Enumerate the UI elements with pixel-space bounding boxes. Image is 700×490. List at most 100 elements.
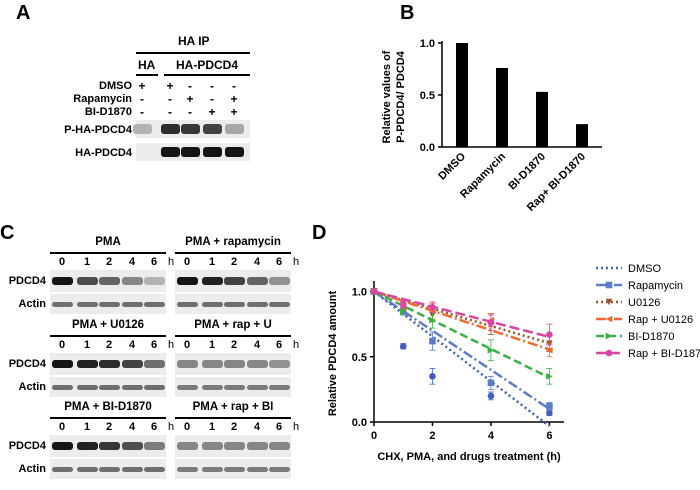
blot-pdcd4: [175, 435, 291, 457]
blot-band: [269, 360, 290, 368]
blot-band: [177, 442, 198, 450]
blot-band: [247, 360, 268, 368]
data-point: [429, 337, 436, 345]
treatment-sign: +: [186, 92, 194, 106]
blot-band: [269, 301, 290, 307]
blot-group-line: [50, 335, 166, 337]
group-label-ha: HA: [138, 58, 156, 72]
legend-marker: [605, 332, 613, 340]
data-point: [546, 373, 553, 380]
blot-row-label-pdcd4: PDCD4: [8, 275, 46, 287]
blot-actin: [50, 377, 166, 397]
blot-actin: [175, 377, 291, 397]
lane-hour-label: 1: [208, 256, 216, 268]
group-label-ha-pdcd4: HA-PDCD4: [176, 58, 239, 72]
blot-band: [181, 147, 200, 157]
ha-ip-title: HA IP: [178, 34, 210, 48]
bar-chart-p-pdcd4: Relative values of P-PDCD4/ PDCD4 0.0 0.5…: [381, 38, 602, 214]
fit-line: [373, 290, 551, 410]
hour-unit-label: h: [168, 339, 175, 351]
lane-hour-label: 2: [105, 339, 113, 351]
blot-band: [77, 277, 98, 285]
lane-hour-label: 6: [275, 256, 283, 268]
blot-band: [177, 466, 198, 472]
line-chart-xtick-label: 4: [488, 430, 495, 442]
bar-chart-ylabel-line2: P-PDCD4/ PDCD4: [395, 50, 407, 143]
blot-band: [99, 442, 120, 450]
blot-band: [247, 301, 268, 307]
data-point: [429, 316, 436, 324]
blot-pdcd4: [50, 353, 166, 375]
line-chart-xlabel: CHX, PMA, and drugs treatment (h): [377, 451, 561, 463]
lane-hour-label: 2: [105, 421, 113, 433]
panel-letter-a: A: [16, 2, 31, 24]
blot-band: [202, 466, 223, 472]
lane-hour-label: 0: [183, 256, 191, 268]
fit-line: [373, 290, 550, 339]
legend-entry: Rap + BI-D1870: [596, 348, 700, 360]
blot-group-title: PMA + rap + U: [194, 319, 272, 331]
data-point: [487, 379, 495, 387]
blot-band: [224, 360, 245, 368]
data-point: [487, 319, 495, 327]
hour-unit-label: h: [168, 421, 175, 433]
treatment-sign: -: [140, 92, 144, 106]
blot-actin: [175, 294, 291, 314]
data-point: [546, 403, 553, 410]
data-point: [370, 288, 378, 295]
legend-entry: Rap + U0126: [596, 314, 693, 326]
lane-hour-label: 1: [83, 339, 91, 351]
blot-label-p-ha-pdcd4: P-HA-PDCD4: [64, 124, 132, 136]
line-chart-xtick-label: 6: [546, 430, 552, 442]
legend-entry: DMSO: [596, 263, 661, 275]
treatment-sign: -: [188, 79, 192, 93]
series-bi-d1870: [370, 288, 553, 385]
blot-pdcd4: [175, 270, 291, 292]
blot-band: [269, 466, 290, 472]
blot-actin: [50, 459, 166, 479]
blot-band: [225, 147, 244, 157]
blot-band: [202, 384, 223, 390]
bar: [456, 43, 468, 147]
blot-row-label-actin: Actin: [18, 381, 47, 393]
blot-band: [224, 384, 245, 390]
legend-label: BI-D1870: [628, 331, 674, 343]
lane-hour-label: 2: [230, 421, 238, 433]
legend-entry: U0126: [596, 297, 660, 309]
series-rapamycin: [370, 288, 553, 411]
fit-line: [373, 290, 550, 379]
blot-band: [77, 301, 98, 307]
blot-band: [52, 442, 73, 450]
lane-hour-label: 4: [128, 339, 136, 351]
blot-band: [52, 466, 73, 472]
lane-hour-label: 4: [253, 339, 261, 351]
hour-unit-label: h: [293, 256, 300, 268]
blot-band: [77, 442, 98, 450]
blot-band: [269, 442, 290, 450]
lane-hour-label: 6: [150, 339, 158, 351]
treatment-sign: -: [232, 79, 236, 93]
data-point: [429, 373, 436, 380]
treatment-sign: +: [230, 105, 238, 119]
panel-letter-c: C: [0, 222, 15, 244]
treatment-sign: -: [168, 92, 172, 106]
lane-hour-label: 2: [105, 256, 113, 268]
lane-hour-label: 0: [58, 256, 66, 268]
blot-ha-pdcd4: [136, 143, 250, 161]
blot-band: [122, 384, 143, 390]
data-point: [546, 346, 553, 354]
line-chart-xtick-label: 2: [429, 430, 435, 442]
legend-marker: [605, 349, 613, 357]
treatment-sign: -: [188, 105, 192, 119]
blot-band: [122, 277, 143, 285]
treatment-sign: +: [166, 79, 174, 93]
blot-band: [52, 360, 73, 368]
blot-group-title: PMA + rapamycin: [185, 236, 281, 248]
hour-unit-label: h: [293, 339, 300, 351]
lane-hour-label: 4: [128, 421, 136, 433]
blot-band: [177, 360, 198, 368]
blot-band: [144, 384, 165, 390]
blot-band: [202, 442, 223, 450]
blot-band: [247, 466, 268, 472]
blot-band: [224, 442, 245, 450]
